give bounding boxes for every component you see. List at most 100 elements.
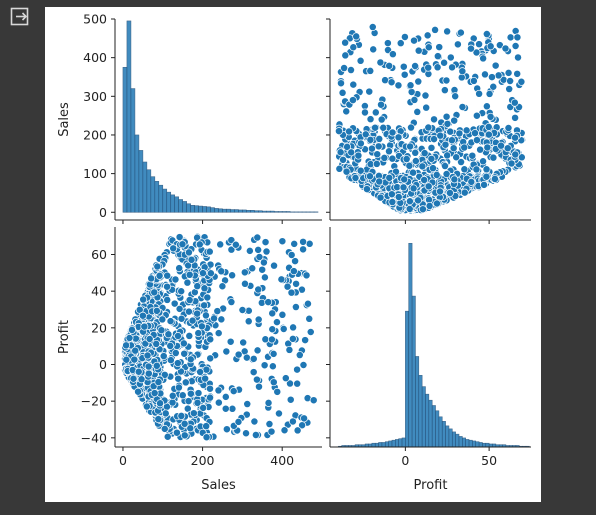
sales-hist-bar (190, 205, 195, 213)
scatter-point-profit-sales (251, 431, 260, 439)
y-tick-label-sales: 400 (83, 50, 107, 65)
scatter-point-profit-sales (175, 304, 184, 313)
scatter-point-profit-sales (154, 378, 163, 387)
profit-hist-bar (431, 405, 436, 448)
scatter-point-sales-profit (356, 139, 365, 148)
scatter-point-sales-profit (457, 158, 465, 166)
scatter-point-profit-sales (200, 284, 209, 293)
scatter-point-sales-profit (511, 150, 520, 159)
scatter-point-sales-profit (406, 142, 415, 151)
scatter-point-profit-sales (144, 362, 153, 371)
scatter-point-sales-profit (460, 188, 469, 197)
scatter-point-profit-sales (186, 424, 195, 433)
scatter-point-profit-sales (287, 288, 296, 297)
scatter-point-sales-profit (400, 70, 409, 79)
scatter-point-sales-profit (479, 157, 488, 166)
scatter-point-profit-sales (291, 257, 300, 266)
scatter-point-sales-profit (460, 143, 469, 152)
profit-hist-bar (455, 433, 460, 448)
sales-hist-bar (258, 210, 263, 213)
scatter-point-profit-sales (231, 240, 240, 249)
scatter-point-profit-sales (122, 341, 131, 350)
scatter-point-profit-sales (250, 417, 259, 426)
profit-hist-bar (441, 421, 446, 448)
scatter-point-sales-profit (425, 201, 434, 210)
scatter-point-profit-sales (214, 386, 223, 395)
scatter-point-profit-sales (214, 329, 223, 338)
scatter-point-sales-profit (446, 127, 455, 136)
scatter-point-sales-profit (497, 141, 505, 150)
scatter-point-profit-sales (185, 270, 194, 279)
profit-hist-bar (482, 442, 487, 448)
scatter-point-profit-sales (278, 237, 287, 246)
scatter-point-sales-profit (414, 77, 423, 86)
scatter-point-profit-sales (160, 424, 169, 433)
scatter-point-sales-profit (349, 43, 358, 52)
profit-hist-bar (408, 242, 413, 448)
scatter-point-profit-sales (285, 345, 294, 354)
scatter-point-profit-sales (177, 411, 186, 420)
sales-hist-bar (134, 134, 140, 213)
scatter-point-sales-profit (338, 88, 347, 97)
scatter-point-sales-profit (366, 135, 375, 144)
scatter-point-profit-sales (154, 415, 163, 424)
profit-hist-bar (401, 437, 406, 448)
scatter-point-sales-profit (394, 133, 403, 142)
scatter-point-sales-profit (430, 115, 438, 124)
profit-hist-bar (411, 295, 416, 448)
profit-hist-bar (381, 442, 386, 448)
scatter-point-profit-sales (309, 396, 318, 405)
profit-hist-bar (405, 310, 410, 448)
sales-hist-bar (146, 169, 152, 213)
scatter-point-sales-profit (335, 164, 344, 173)
scatter-point-profit-sales (273, 318, 281, 327)
scatter-point-sales-profit (402, 155, 411, 163)
scatter-point-profit-sales (193, 398, 202, 407)
scatter-point-profit-sales (134, 367, 143, 376)
sales-hist-bar (281, 211, 287, 213)
scatter-point-profit-sales (163, 432, 172, 441)
scatter-point-sales-profit (366, 66, 375, 75)
sales-hist-bar (261, 210, 267, 213)
scatter-point-sales-profit (431, 25, 440, 34)
scatter-point-profit-sales (269, 378, 278, 387)
profit-hist-bar (458, 436, 463, 448)
scatter-point-profit-sales (289, 323, 298, 332)
scatter-point-profit-sales (252, 375, 261, 384)
scatter-point-profit-sales (196, 368, 205, 376)
scatter-point-sales-profit (399, 62, 408, 71)
scatter-point-sales-profit (469, 76, 478, 85)
scatter-point-sales-profit (367, 144, 376, 153)
sales-hist-bar (194, 205, 199, 213)
scatter-point-profit-sales (244, 317, 253, 326)
scatter-point-profit-sales (171, 275, 180, 284)
profit-hist-bar (472, 440, 477, 448)
scatter-point-sales-profit (336, 148, 345, 157)
profit-hist-bar (445, 425, 450, 448)
sales-hist-bar (122, 67, 128, 213)
scatter-point-profit-sales (206, 393, 214, 402)
scatter-point-profit-sales (268, 325, 277, 334)
sales-hist-bar (246, 210, 251, 213)
scatter-point-profit-sales (299, 237, 308, 246)
scatter-point-profit-sales (171, 349, 180, 357)
scatter-point-sales-profit (369, 45, 378, 54)
scatter-point-sales-profit (387, 190, 396, 199)
scatter-point-profit-sales (152, 361, 161, 370)
scatter-point-profit-sales (175, 264, 184, 273)
output-collapse-icon[interactable] (10, 7, 32, 27)
scatter-point-sales-profit (399, 183, 408, 192)
scatter-point-profit-sales (152, 339, 161, 348)
sales-hist-bar (265, 210, 271, 213)
scatter-point-sales-profit (347, 66, 355, 74)
scatter-point-sales-profit (452, 153, 461, 162)
scatter-point-profit-sales (287, 250, 296, 259)
scatter-point-sales-profit (513, 33, 522, 42)
scatter-point-profit-sales (193, 282, 202, 291)
scatter-point-sales-profit (343, 142, 352, 151)
scatter-point-profit-sales (299, 361, 308, 369)
scatter-point-sales-profit (443, 119, 452, 128)
scatter-point-profit-sales (142, 402, 151, 411)
scatter-point-profit-sales (301, 336, 310, 345)
scatter-point-sales-profit (483, 143, 492, 152)
